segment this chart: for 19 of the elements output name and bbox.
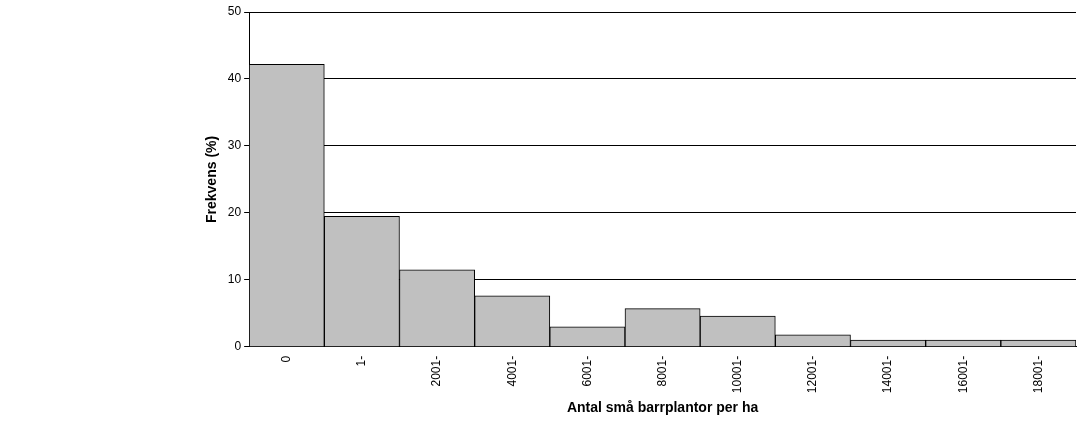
y-tick-label: 50: [227, 4, 242, 19]
y-axis-title: Frekvens (%): [203, 135, 220, 223]
x-axis-title: Antal små barrplantor per ha: [566, 399, 759, 416]
x-tick-label: 8001-: [654, 355, 669, 387]
x-tick-label: 14001-: [880, 355, 895, 394]
x-tick-label: 10001-: [730, 355, 745, 394]
x-tick-label: 4001-: [504, 355, 519, 387]
y-tick-label: 20: [227, 205, 242, 220]
y-tick-label: 10: [227, 272, 242, 287]
y-tick-label: 30: [227, 138, 242, 153]
x-tick-label: 2001-: [429, 355, 444, 387]
x-tick-label: 18001-: [1030, 355, 1045, 394]
y-tick-label: 40: [227, 71, 242, 86]
x-tick-label: 12001-: [805, 355, 820, 394]
y-tick-label: 0: [234, 339, 242, 354]
x-tick-label: 16001-: [955, 355, 970, 394]
x-tick-label: 1-: [354, 355, 369, 367]
x-tick-label: 0: [279, 355, 294, 363]
x-tick-label: 6001-: [579, 355, 594, 387]
